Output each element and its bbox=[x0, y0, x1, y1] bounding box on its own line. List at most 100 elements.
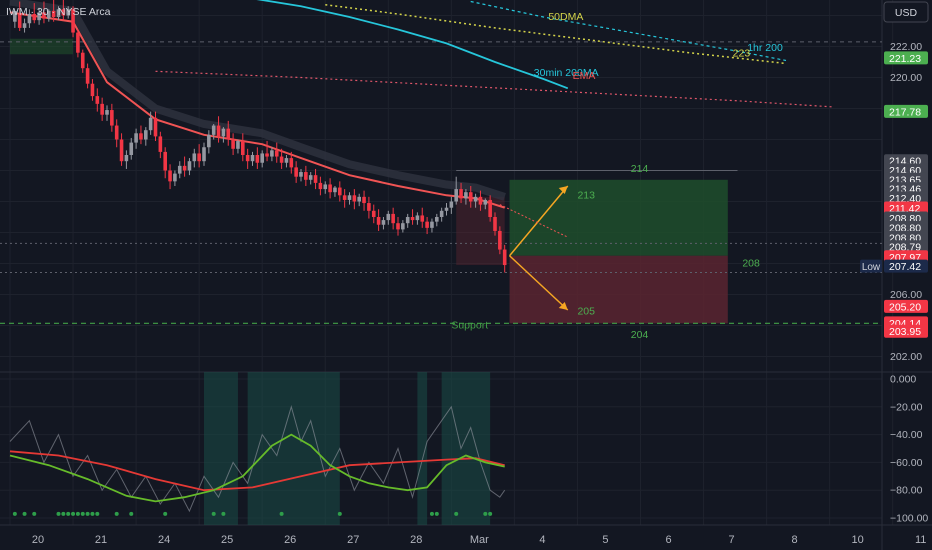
candle-body bbox=[76, 32, 80, 53]
annotation-label: 208 bbox=[742, 258, 760, 270]
signal-dot bbox=[454, 511, 459, 516]
candle-body bbox=[187, 161, 192, 171]
signal-dot bbox=[483, 511, 488, 516]
currency-button[interactable]: USD bbox=[883, 1, 929, 23]
price-tick-label: 222.00 bbox=[890, 41, 922, 53]
signal-dot bbox=[71, 511, 76, 516]
date-tick-label: 21 bbox=[95, 534, 107, 546]
annotation-label: 214 bbox=[631, 163, 649, 175]
candle-body bbox=[294, 167, 298, 177]
highlight-band bbox=[204, 372, 238, 525]
candle-body bbox=[100, 103, 104, 115]
candle-body bbox=[231, 139, 235, 149]
candle-body bbox=[444, 207, 449, 211]
candle-body bbox=[299, 172, 303, 177]
signal-dot bbox=[12, 511, 17, 516]
candle-body bbox=[22, 23, 27, 28]
price-label-box bbox=[884, 259, 928, 273]
date-tick-label: 6 bbox=[665, 534, 671, 546]
date-tick-label: 25 bbox=[221, 534, 233, 546]
candle-body bbox=[323, 184, 328, 190]
candle-body bbox=[328, 184, 332, 193]
ma200-1hr-line bbox=[470, 0, 787, 62]
candle-body bbox=[37, 12, 41, 21]
price-label-box bbox=[884, 220, 928, 234]
signal-dot bbox=[80, 511, 85, 516]
candle-body bbox=[80, 52, 85, 69]
price-label-box bbox=[884, 299, 928, 313]
candle-body bbox=[401, 223, 405, 230]
signal-dot bbox=[22, 511, 27, 516]
candle-body bbox=[478, 196, 483, 205]
candle-body bbox=[207, 134, 211, 148]
candle-body bbox=[173, 173, 177, 182]
candle-body bbox=[47, 10, 51, 19]
date-tick-label: 8 bbox=[792, 534, 798, 546]
candle-body bbox=[454, 189, 458, 202]
candle-body bbox=[236, 141, 240, 149]
candle-body bbox=[347, 195, 352, 200]
signal-dot bbox=[95, 511, 100, 516]
signal-dot bbox=[429, 511, 434, 516]
candle-body bbox=[27, 13, 32, 24]
candle-body bbox=[255, 155, 260, 163]
annotation-label: 30min 200MA bbox=[534, 67, 599, 79]
candle-body bbox=[197, 153, 201, 162]
candle-body bbox=[318, 182, 323, 190]
ema-ribbon bbox=[9, 0, 506, 201]
signal-dot bbox=[66, 511, 71, 516]
price-label-text: 207.42 bbox=[889, 261, 921, 273]
price-label-text: 205.20 bbox=[889, 301, 921, 313]
candle-body bbox=[498, 230, 502, 250]
date-tick-label: 4 bbox=[539, 534, 545, 546]
axes: 222.00220.00206.00204.00202.00221.23217.… bbox=[32, 41, 929, 546]
low-tag-text: Low bbox=[862, 262, 881, 273]
candle-body bbox=[114, 125, 119, 140]
symbol-label[interactable]: IWM · 30 · NYSE Arca bbox=[6, 6, 111, 18]
price-tick-label: 202.00 bbox=[890, 351, 922, 363]
candle-body bbox=[415, 215, 420, 221]
candle-body bbox=[250, 155, 255, 162]
signal-dot bbox=[337, 511, 342, 516]
candle-body bbox=[420, 215, 425, 222]
oscillator-tick-label: −20.00 bbox=[890, 401, 923, 413]
candle-body bbox=[459, 189, 463, 199]
candle-body bbox=[410, 217, 415, 221]
candle-body bbox=[211, 125, 216, 135]
candle-body bbox=[177, 165, 182, 174]
candle-body bbox=[483, 199, 488, 205]
date-tick-label: 11 bbox=[915, 534, 926, 546]
candle-body bbox=[105, 110, 109, 115]
signal-dot bbox=[434, 511, 439, 516]
candle-body bbox=[391, 213, 395, 224]
candlesticks bbox=[13, 0, 507, 273]
highlight-band bbox=[441, 372, 491, 525]
annotation-label: 205 bbox=[577, 306, 595, 318]
oscillator-tick-label: 0.000 bbox=[890, 373, 916, 385]
down-arrow bbox=[509, 255, 569, 311]
candle-body bbox=[192, 153, 197, 162]
scenario-arrows bbox=[499, 185, 569, 311]
signal-dot bbox=[32, 511, 37, 516]
candle-body bbox=[260, 153, 264, 163]
oscillator-red-line bbox=[9, 450, 505, 492]
candle-body bbox=[221, 128, 226, 137]
candle-body bbox=[148, 117, 153, 131]
date-tick-label: Mar bbox=[470, 534, 489, 546]
signal-dot bbox=[90, 511, 95, 516]
annotation-label: EMA bbox=[573, 70, 596, 82]
date-tick-label: 10 bbox=[852, 534, 864, 546]
candle-body bbox=[129, 142, 134, 155]
candle-body bbox=[338, 187, 342, 196]
candle-body bbox=[110, 110, 114, 126]
candle-body bbox=[168, 170, 172, 182]
oscillator-highlight-bands bbox=[204, 372, 491, 525]
annotation-label: 213 bbox=[577, 189, 595, 201]
annotation-label: 50DMA bbox=[548, 11, 583, 23]
oscillator-tick-label: −100.00 bbox=[890, 513, 928, 525]
candle-body bbox=[449, 201, 454, 208]
oscillator-green-line bbox=[9, 433, 505, 503]
